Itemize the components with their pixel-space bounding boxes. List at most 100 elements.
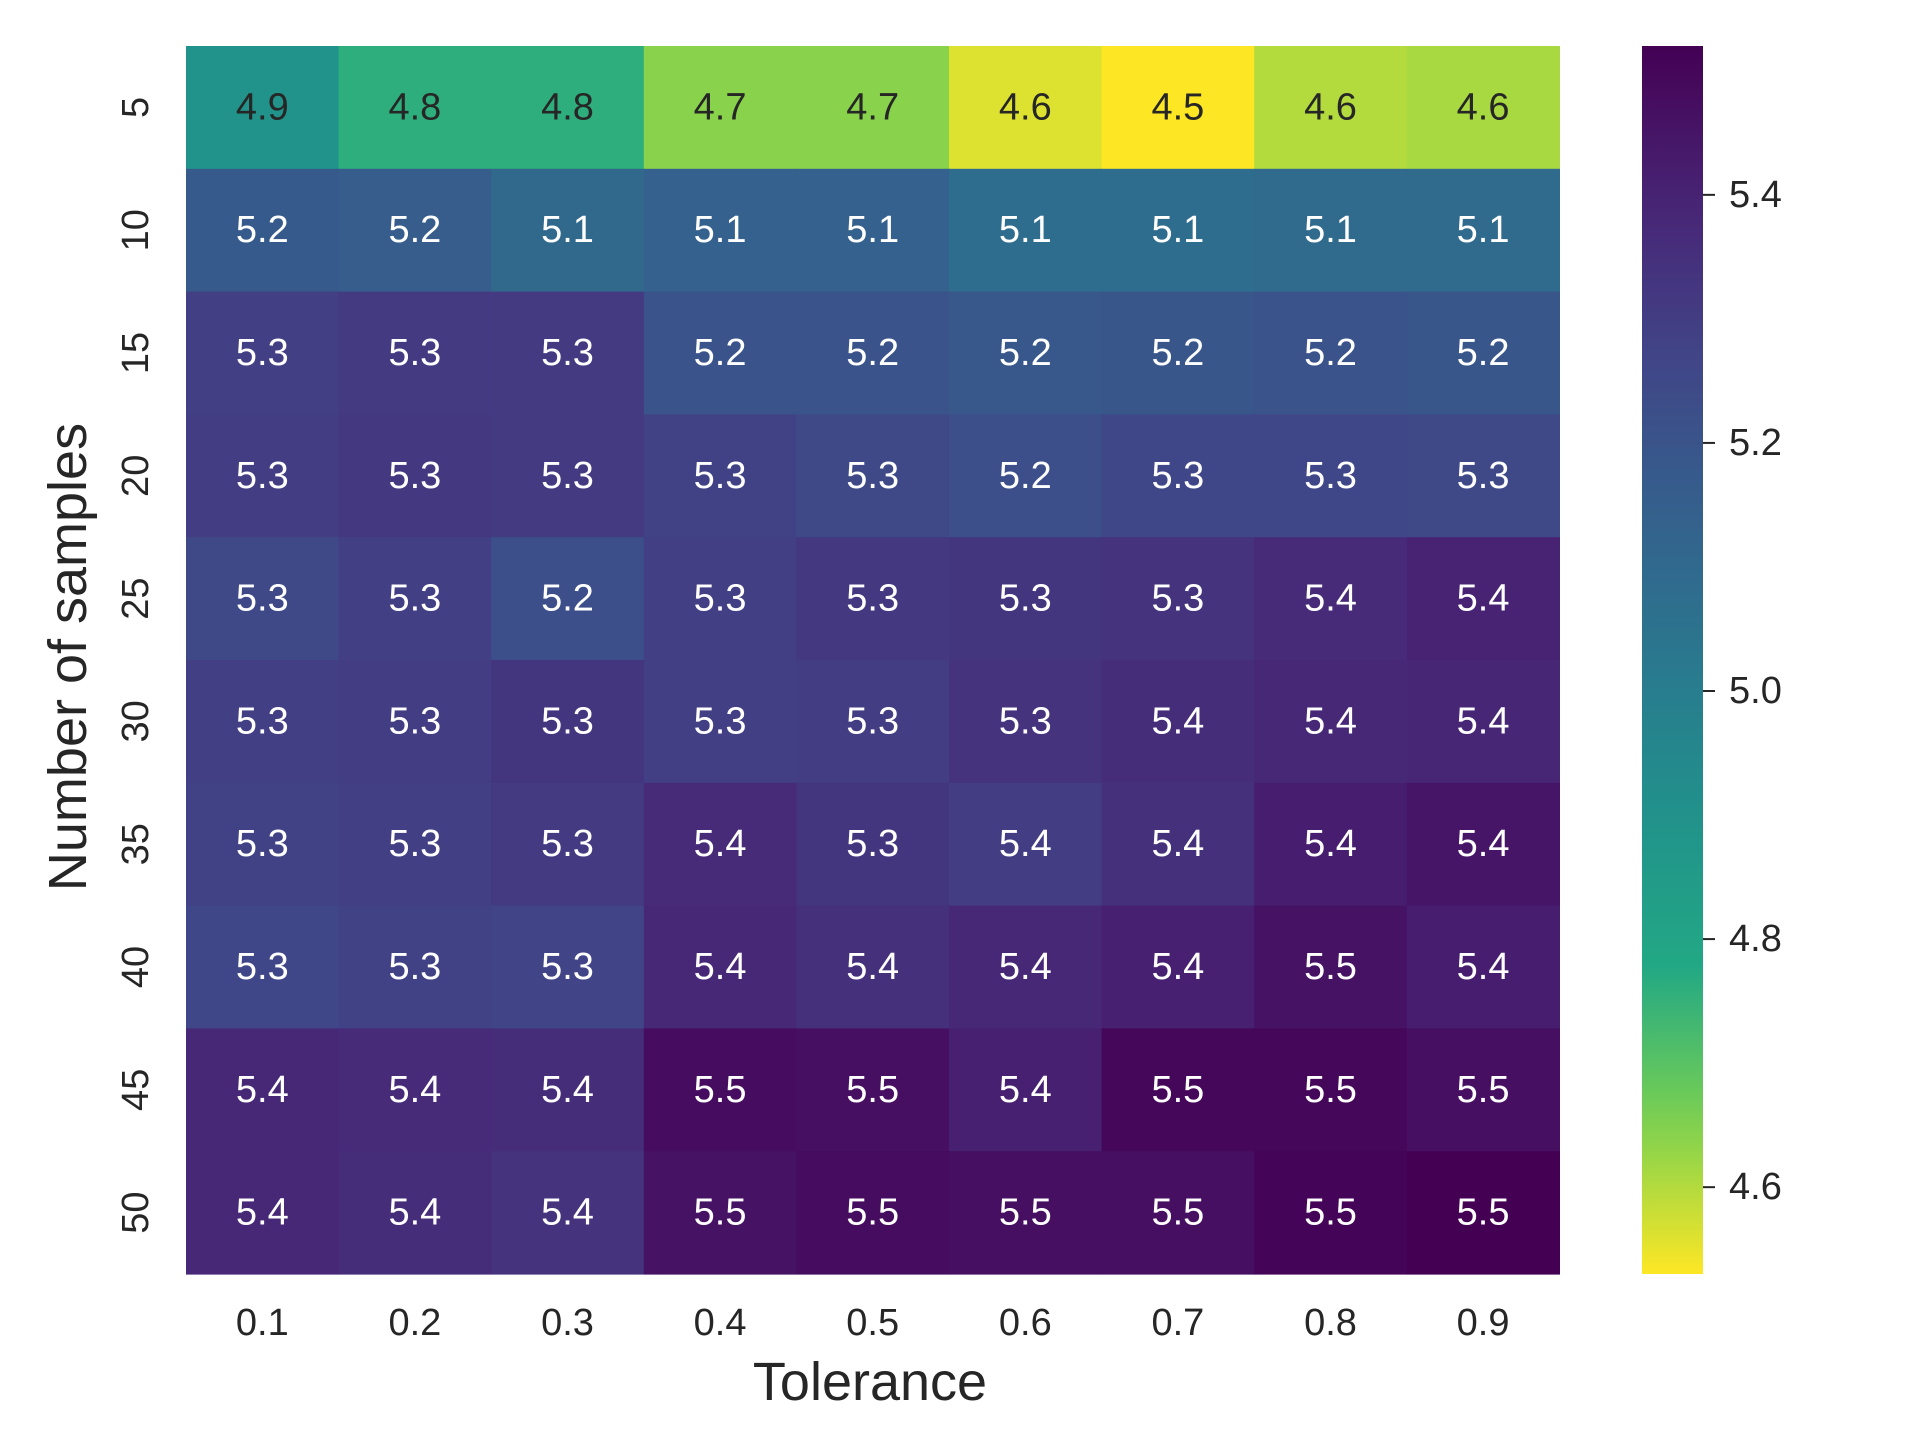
heatmap-cell bbox=[643, 168, 797, 293]
heatmap-cell bbox=[338, 537, 492, 661]
heatmap-cell bbox=[1406, 537, 1560, 661]
cell-value-label: 5.5 bbox=[1304, 946, 1357, 988]
heatmap-cell bbox=[491, 905, 645, 1029]
heatmap-cell bbox=[491, 414, 645, 538]
heatmap-cell bbox=[949, 537, 1103, 661]
cell-value-label: 5.5 bbox=[1304, 1069, 1357, 1111]
heatmap-cell bbox=[796, 168, 950, 293]
cell-value-label: 5.3 bbox=[236, 332, 289, 374]
x-tick-label: 0.8 bbox=[1304, 1302, 1357, 1344]
cell-value-label: 5.3 bbox=[1304, 455, 1357, 497]
cell-value-label: 5.3 bbox=[1151, 578, 1204, 620]
cell-value-label: 5.3 bbox=[541, 946, 594, 988]
heatmap-cell bbox=[643, 414, 797, 538]
cell-value-label: 4.6 bbox=[999, 86, 1052, 128]
cell-value-label: 5.1 bbox=[541, 209, 594, 251]
cell-value-label: 5.3 bbox=[694, 578, 747, 620]
heatmap-annotations: 4.9 4.8 4.8 4.7 4.7 4.6 4.5 4.6 4.6 5.2 5.2 5.1 5.1 5… bbox=[236, 86, 1510, 1233]
heatmap-cell bbox=[1406, 1028, 1560, 1152]
cell-value-label: 5.4 bbox=[1151, 946, 1204, 988]
y-tick-label: 15 bbox=[115, 332, 157, 374]
heatmap-cell bbox=[643, 660, 797, 784]
heatmap-cells bbox=[186, 46, 1560, 1275]
heatmap-cell bbox=[796, 414, 950, 538]
cell-value-label: 5.3 bbox=[1457, 455, 1510, 497]
cell-value-label: 4.8 bbox=[541, 86, 594, 128]
heatmap-cell bbox=[186, 782, 340, 907]
cell-value-label: 5.1 bbox=[999, 209, 1052, 251]
heatmap-cell bbox=[796, 1028, 950, 1152]
cell-value-label: 5.5 bbox=[846, 1069, 899, 1111]
heatmap-cell bbox=[338, 782, 492, 907]
cell-value-label: 5.4 bbox=[694, 946, 747, 988]
heatmap-cell bbox=[1254, 905, 1408, 1029]
heatmap-cell bbox=[338, 1028, 492, 1152]
heatmap-cell bbox=[186, 660, 340, 784]
heatmap-cell bbox=[643, 291, 797, 415]
heatmap-cell bbox=[1254, 660, 1408, 784]
cell-value-label: 5.5 bbox=[1151, 1192, 1204, 1234]
cell-value-label: 5.4 bbox=[236, 1192, 289, 1234]
heatmap-cell bbox=[949, 1151, 1103, 1275]
cell-value-label: 5.3 bbox=[846, 578, 899, 620]
heatmap-cell bbox=[186, 46, 340, 170]
cell-value-label: 5.3 bbox=[999, 578, 1052, 620]
cell-value-label: 5.3 bbox=[388, 823, 441, 865]
cell-value-label: 5.5 bbox=[1457, 1069, 1510, 1111]
heatmap-cell bbox=[1101, 905, 1255, 1029]
heatmap-cell bbox=[1101, 168, 1255, 293]
cell-value-label: 5.4 bbox=[1304, 700, 1357, 742]
heatmap-cell bbox=[186, 905, 340, 1029]
heatmap-cell bbox=[491, 660, 645, 784]
cell-value-label: 5.4 bbox=[236, 1069, 289, 1111]
heatmap-cell bbox=[1101, 414, 1255, 538]
heatmap-cell bbox=[1406, 291, 1560, 415]
cell-value-label: 5.3 bbox=[541, 823, 594, 865]
cell-value-label: 5.4 bbox=[1457, 700, 1510, 742]
heatmap-cell bbox=[643, 782, 797, 907]
cell-value-label: 5.5 bbox=[999, 1192, 1052, 1234]
heatmap-cell bbox=[1254, 168, 1408, 293]
heatmap-cell bbox=[796, 291, 950, 415]
heatmap-cell bbox=[1101, 537, 1255, 661]
cell-value-label: 5.3 bbox=[541, 332, 594, 374]
y-tick-label: 20 bbox=[115, 455, 157, 497]
heatmap-cell bbox=[796, 1151, 950, 1275]
cell-value-label: 5.3 bbox=[236, 946, 289, 988]
cell-value-label: 5.4 bbox=[1457, 946, 1510, 988]
y-tick-label: 5 bbox=[115, 97, 157, 118]
heatmap-cell bbox=[491, 1028, 645, 1152]
cell-value-label: 5.2 bbox=[541, 578, 594, 620]
heatmap-cell bbox=[338, 291, 492, 415]
cell-value-label: 5.4 bbox=[1304, 578, 1357, 620]
heatmap-cell bbox=[643, 905, 797, 1029]
cell-value-label: 4.9 bbox=[236, 86, 289, 128]
cell-value-label: 5.1 bbox=[694, 209, 747, 251]
y-tick-label: 45 bbox=[115, 1069, 157, 1111]
x-axis-label: Tolerance bbox=[753, 1352, 987, 1412]
heatmap-cell bbox=[186, 168, 340, 293]
heatmap-cell bbox=[1101, 46, 1255, 170]
heatmap-cell bbox=[186, 1151, 340, 1275]
heatmap-cell bbox=[1254, 414, 1408, 538]
cell-value-label: 5.2 bbox=[388, 209, 441, 251]
cell-value-label: 5.3 bbox=[236, 455, 289, 497]
heatmap-cell bbox=[796, 46, 950, 170]
cell-value-label: 5.2 bbox=[999, 455, 1052, 497]
heatmap-cell bbox=[186, 1028, 340, 1152]
heatmap-cell bbox=[643, 1028, 797, 1152]
cell-value-label: 5.1 bbox=[846, 209, 899, 251]
cell-value-label: 5.1 bbox=[1457, 209, 1510, 251]
heatmap-cell bbox=[1406, 168, 1560, 293]
cell-value-label: 5.1 bbox=[1151, 209, 1204, 251]
heatmap-cell bbox=[643, 46, 797, 170]
cell-value-label: 4.6 bbox=[1457, 86, 1510, 128]
heatmap-cell bbox=[338, 46, 492, 170]
heatmap-cell bbox=[796, 782, 950, 907]
cell-value-label: 5.4 bbox=[1457, 578, 1510, 620]
heatmap-cell bbox=[491, 1151, 645, 1275]
heatmap-cell bbox=[338, 660, 492, 784]
heatmap-cell bbox=[949, 905, 1103, 1029]
cell-value-label: 5.5 bbox=[1151, 1069, 1204, 1111]
heatmap-cell bbox=[338, 168, 492, 293]
